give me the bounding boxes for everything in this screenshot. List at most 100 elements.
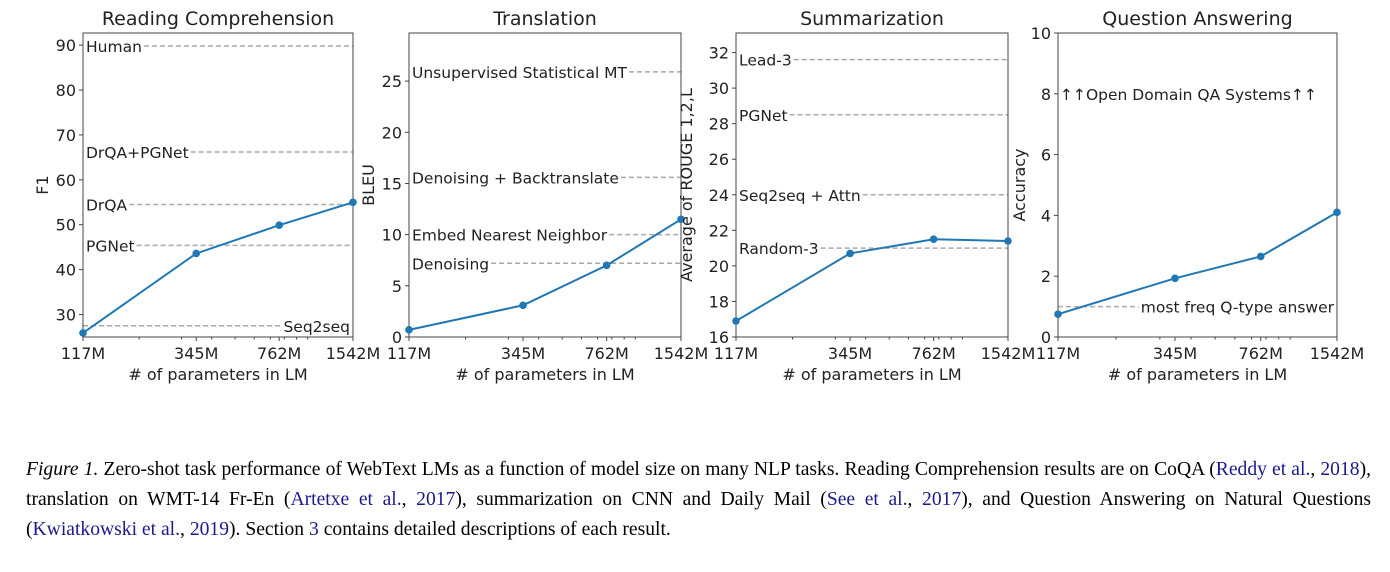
y-tick-label: 90 — [56, 36, 76, 55]
series-line — [82, 201, 354, 334]
y-tick-label: 24 — [709, 186, 729, 205]
baseline-label: Lead-3 — [739, 52, 792, 70]
y-tick-label: 8 — [1041, 85, 1051, 104]
x-axis-label: # of parameters in LM — [455, 365, 634, 384]
x-tick-label: 117M — [714, 344, 758, 363]
caption-text: , — [1310, 459, 1321, 480]
subplot-translation: Translation Unsupervised Statistical MT De… — [359, 8, 708, 384]
baseline-label: Seq2seq — [283, 318, 350, 336]
y-tick-label: 30 — [56, 306, 76, 325]
caption-text: , — [180, 519, 190, 540]
y-tick-label: 2 — [1041, 267, 1051, 286]
y-tick-label: 30 — [709, 79, 729, 98]
y-tick-label: 20 — [709, 257, 729, 276]
series-line — [408, 218, 682, 331]
subplot-reading-comprehension: Reading Comprehension Human DrQA+PGNet DrQA… — [33, 8, 380, 384]
data-point — [677, 215, 685, 224]
data-point — [192, 249, 201, 258]
baseline-label: Denoising — [412, 255, 489, 273]
y-tick-label: 16 — [709, 328, 729, 347]
figure-charts: Reading Comprehension Human DrQA+PGNet DrQA… — [33, 8, 1364, 384]
citation-link[interactable]: 3 — [309, 519, 319, 540]
x-tick-label: 1542M — [981, 344, 1036, 363]
data-point — [405, 326, 413, 334]
y-tick-label: 0 — [392, 328, 402, 347]
baseline-label: Unsupervised Statistical MT — [412, 64, 628, 82]
x-tick-label: 762M — [1239, 344, 1283, 363]
citation-link[interactable]: 2019 — [189, 519, 229, 540]
x-tick-label: 762M — [584, 344, 628, 363]
baseline-label: Embed Nearest Neighbor — [412, 227, 608, 245]
data-point — [929, 235, 938, 244]
data-point — [732, 317, 740, 325]
y-tick-label: 32 — [709, 44, 729, 63]
baseline-label: PGNet — [739, 107, 788, 125]
x-tick-label: 1542M — [1310, 344, 1365, 363]
citation-link[interactable]: Artetxe et al. — [290, 489, 402, 510]
y-tick-label: 28 — [709, 115, 729, 134]
y-tick-label: 26 — [709, 150, 729, 169]
x-tick-label: 117M — [61, 344, 105, 363]
baseline-label: Seq2seq + Attn — [739, 187, 861, 205]
x-tick-label: 762M — [257, 344, 301, 363]
x-tick-label: 762M — [911, 344, 955, 363]
citation-link[interactable]: 2017 — [922, 489, 962, 510]
plot-frame — [408, 32, 682, 338]
y-tick-label: 6 — [1041, 146, 1051, 165]
caption-text: contains detailed descriptions of each r… — [318, 519, 671, 540]
y-tick-label: 50 — [56, 216, 76, 235]
data-point — [1054, 310, 1062, 319]
chart-title: Translation — [492, 8, 597, 30]
y-tick-label: 15 — [382, 174, 402, 193]
caption-text: ), summarization on CNN and Daily Mail ( — [455, 489, 827, 510]
y-tick-label: 70 — [56, 126, 76, 145]
citation-link[interactable]: 2017 — [416, 489, 456, 510]
citation-link[interactable]: Kwiatkowski et al. — [32, 519, 181, 540]
y-tick-label: 10 — [382, 226, 402, 245]
baseline-label: DrQA — [86, 197, 128, 215]
citation-link[interactable]: See et al. — [826, 489, 908, 510]
y-axis-label: Average of ROUGE 1,2,L — [677, 88, 696, 282]
y-axis-label: F1 — [33, 175, 52, 194]
data-point — [519, 301, 527, 310]
citation-link[interactable]: 2018 — [1320, 459, 1360, 480]
y-axis-label: BLEU — [359, 164, 378, 206]
chart-title: Reading Comprehension — [102, 8, 334, 30]
y-tick-label: 22 — [709, 221, 729, 240]
caption-text: , — [907, 489, 923, 510]
y-tick-label: 20 — [382, 123, 402, 142]
caption-text: , — [401, 489, 417, 510]
data-point — [1256, 252, 1265, 261]
y-tick-label: 5 — [392, 277, 402, 296]
data-point — [275, 221, 283, 229]
x-tick-label: 1542M — [326, 344, 381, 363]
x-axis-label: # of parameters in LM — [782, 365, 961, 384]
baseline-label: DrQA+PGNet — [86, 144, 189, 162]
data-point — [1333, 208, 1341, 217]
caption-text: ), translation on WMT-14 Fr-En ( — [26, 459, 1371, 510]
caption-label: Figure 1. — [26, 459, 99, 480]
subplot-question-answering: Question Answering most freq Q-type answe… — [1010, 8, 1364, 384]
data-point — [602, 261, 611, 270]
plot-frame — [735, 32, 1009, 338]
plot-frame — [82, 32, 354, 338]
y-tick-label: 10 — [1031, 24, 1051, 43]
baseline-label: Human — [86, 38, 142, 56]
baseline-label: PGNet — [86, 237, 135, 255]
data-point — [1171, 274, 1179, 283]
annotation-label: ↑↑Open Domain QA Systems↑↑ — [1060, 86, 1317, 104]
y-axis-label: Accuracy — [1010, 148, 1029, 221]
citation-link[interactable]: Reddy et al. — [1215, 459, 1311, 480]
y-tick-label: 60 — [56, 171, 76, 190]
y-tick-label: 40 — [56, 261, 76, 280]
chart-title: Summarization — [800, 8, 944, 30]
x-tick-label: 345M — [174, 344, 218, 363]
x-tick-label: 345M — [501, 344, 545, 363]
y-tick-label: 25 — [382, 72, 402, 91]
x-tick-label: 117M — [387, 344, 431, 363]
x-tick-label: 117M — [1036, 344, 1080, 363]
y-tick-label: 18 — [709, 292, 729, 311]
baseline-label: Random-3 — [739, 240, 819, 258]
baseline-label: most freq Q-type answer — [1141, 299, 1335, 317]
series-line — [735, 238, 1009, 322]
